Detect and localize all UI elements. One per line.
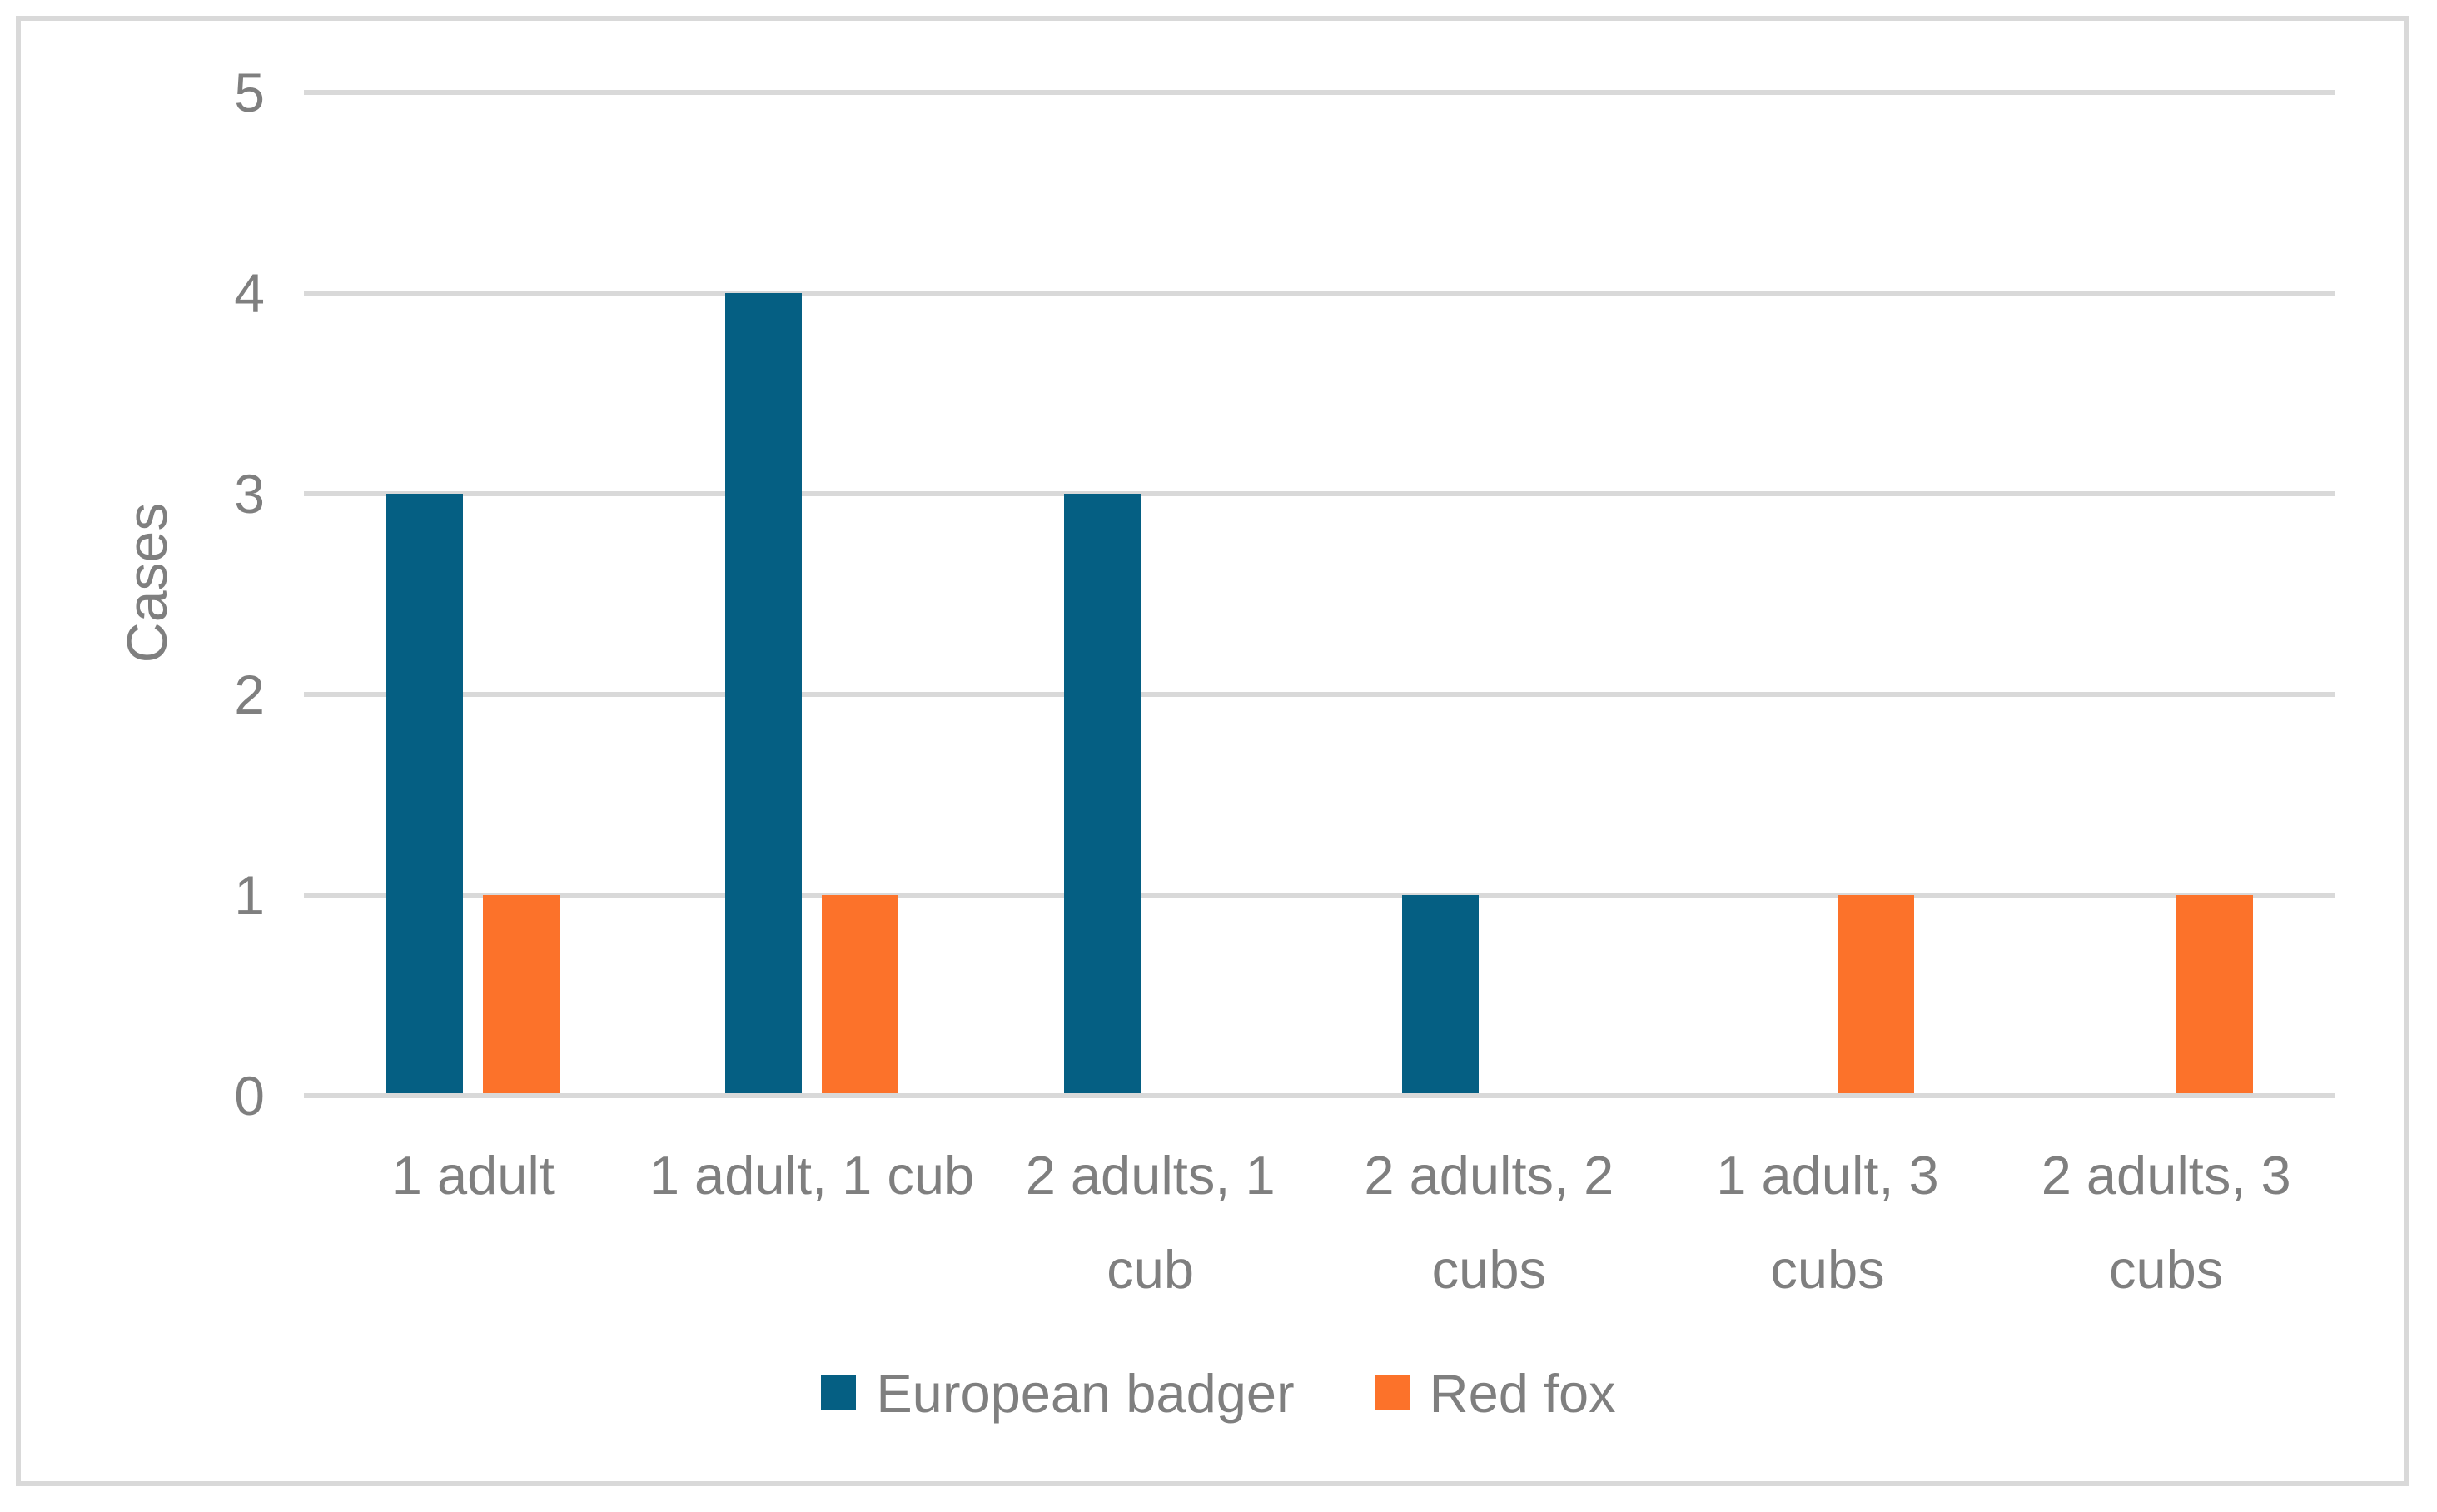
legend-label: Red fox [1429, 1362, 1616, 1424]
y-tick-label-3: 3 [234, 463, 265, 525]
gridline-y-1 [304, 893, 2335, 898]
x-category-label-6: 2 adults, 3 cubs [2041, 1145, 2291, 1300]
y-tick-label-4: 4 [234, 262, 265, 324]
legend-swatch-european-badger [821, 1375, 857, 1410]
x-category-label-5: 1 adult, 3 cubs [1716, 1145, 1939, 1300]
bar-european-badger-2 [725, 293, 802, 1093]
y-tick-label-1: 1 [234, 864, 265, 926]
legend-item-red-fox: Red fox [1374, 1362, 1616, 1425]
bar-european-badger-3 [1063, 494, 1141, 1093]
bar-red-fox-1 [483, 895, 560, 1093]
gridline-y-5 [304, 90, 2335, 95]
legend-item-european-badger: European badger [821, 1362, 1295, 1425]
legend-swatch-red-fox [1374, 1375, 1410, 1410]
y-tick-label-2: 2 [234, 664, 265, 725]
bar-red-fox-6 [2176, 895, 2253, 1093]
x-category-label-2: 1 adult, 1 cub [649, 1145, 975, 1206]
legend-label: European badger [876, 1362, 1295, 1424]
x-category-label-1: 1 adult [391, 1145, 555, 1206]
y-tick-label-5: 5 [234, 62, 265, 123]
bar-red-fox-2 [822, 895, 898, 1093]
x-category-label-3: 2 adults, 1 cub [1025, 1145, 1276, 1300]
chart-frame [16, 16, 2409, 1486]
gridline-y-2 [304, 692, 2335, 697]
x-category-label-4: 2 adults, 2 cubs [1364, 1145, 1614, 1300]
plot-area [304, 90, 2335, 1098]
y-tick-label-0: 0 [234, 1065, 265, 1127]
legend: European badger Red fox [0, 1355, 2437, 1430]
gridline-y-0 [304, 1093, 2335, 1098]
bar-european-badger-1 [386, 494, 464, 1093]
gridline-y-3 [304, 491, 2335, 496]
gridline-y-4 [304, 291, 2335, 296]
bar-european-badger-4 [1402, 895, 1480, 1093]
bar-red-fox-5 [1838, 895, 1914, 1093]
